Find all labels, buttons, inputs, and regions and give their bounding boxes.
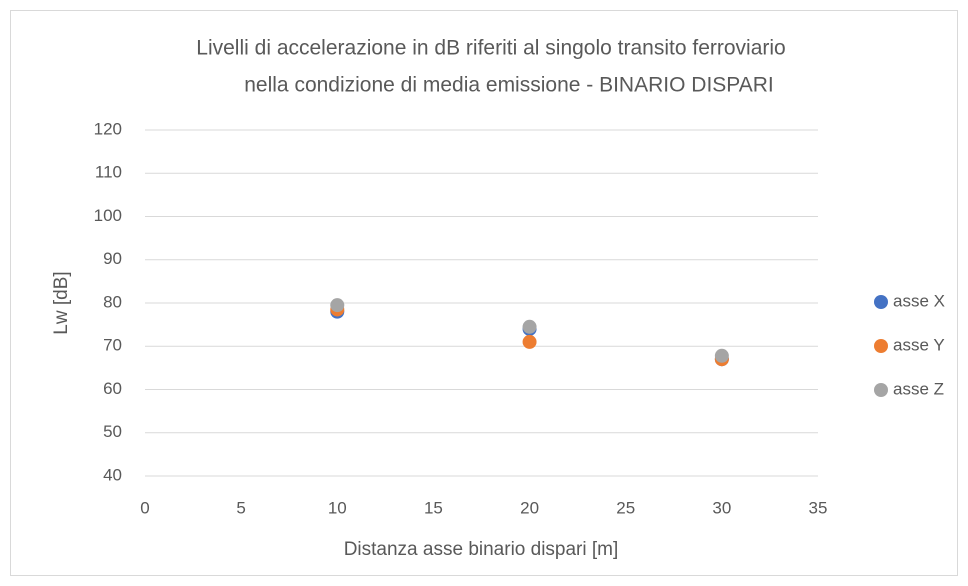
chart-title: Livelli di accelerazione in dB riferiti … — [196, 37, 785, 60]
point — [522, 319, 537, 334]
x-tick-label: 30 — [712, 498, 731, 517]
chart-frame — [10, 10, 958, 576]
point — [714, 348, 729, 363]
legend-marker — [874, 383, 888, 397]
x-axis-label: Distanza asse binario dispari [m] — [344, 539, 619, 560]
y-tick-label: 60 — [103, 379, 122, 398]
x-tick-label: 35 — [809, 498, 828, 517]
y-tick-label: 70 — [103, 336, 122, 355]
legend-label: asse Y — [893, 335, 945, 354]
legend-marker — [874, 339, 888, 353]
legend-marker — [874, 295, 888, 309]
y-tick-label: 110 — [95, 163, 122, 182]
legend-label: asse X — [893, 291, 945, 310]
x-tick-label: 0 — [140, 498, 149, 517]
x-tick-label: 20 — [520, 498, 539, 517]
x-tick-label: 5 — [236, 498, 245, 517]
legend-label: asse Z — [893, 379, 944, 398]
chart-title: nella condizione di media emissione - BI… — [244, 74, 774, 97]
y-tick-label: 50 — [103, 422, 122, 441]
y-tick-label: 100 — [94, 206, 122, 225]
y-tick-label: 120 — [94, 119, 122, 138]
y-tick-label: 80 — [103, 292, 122, 311]
x-tick-label: 10 — [328, 498, 347, 517]
y-tick-label: 90 — [103, 249, 122, 268]
point — [330, 298, 345, 313]
point — [522, 334, 537, 349]
y-axis-label: Lw [dB] — [51, 271, 72, 334]
y-tick-label: 40 — [103, 465, 122, 484]
x-tick-label: 25 — [616, 498, 635, 517]
x-tick-label: 15 — [424, 498, 443, 517]
